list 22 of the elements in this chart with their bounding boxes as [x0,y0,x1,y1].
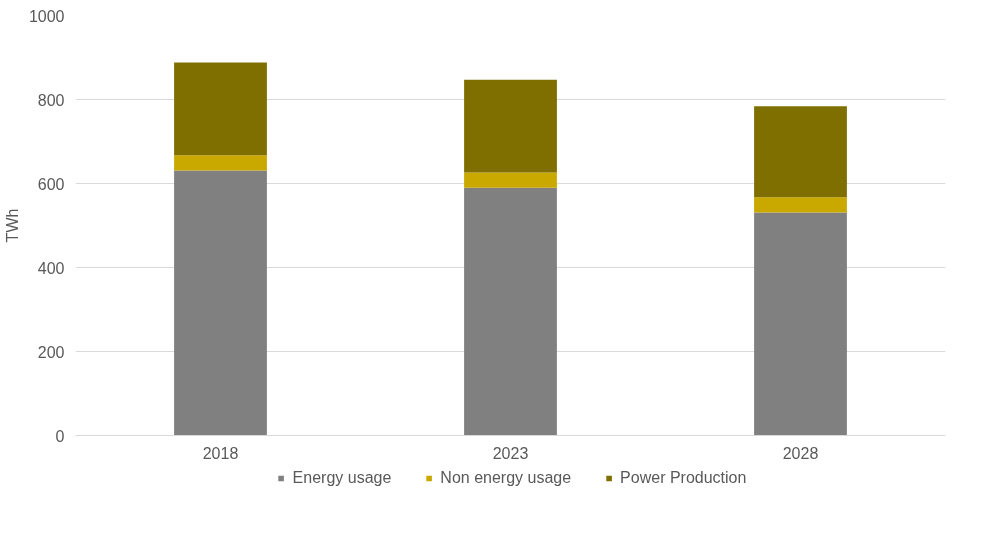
bar [754,197,847,213]
y-tick-label: 800 [37,91,65,109]
bar [174,155,267,171]
y-tick-label: 600 [37,175,65,193]
y-axis-title: TWh [3,208,21,243]
y-tick-label: 400 [37,259,65,277]
x-tick-label: 2018 [202,444,239,462]
bar [754,106,847,198]
bar [174,170,267,436]
bar [464,187,557,436]
y-tick-label: 200 [37,343,65,361]
legend-label: Non energy usage [440,469,572,487]
x-tick-label: 2023 [492,444,529,462]
y-tick-label: 0 [55,427,65,445]
bar [174,62,267,156]
bar [464,172,557,188]
x-tick-label: 2028 [782,444,819,462]
bar [754,212,847,436]
legend-label: Energy usage [292,469,392,487]
bar [464,79,557,173]
y-tick-label: 1000 [28,7,65,25]
legend-label: Power Production [620,469,747,487]
